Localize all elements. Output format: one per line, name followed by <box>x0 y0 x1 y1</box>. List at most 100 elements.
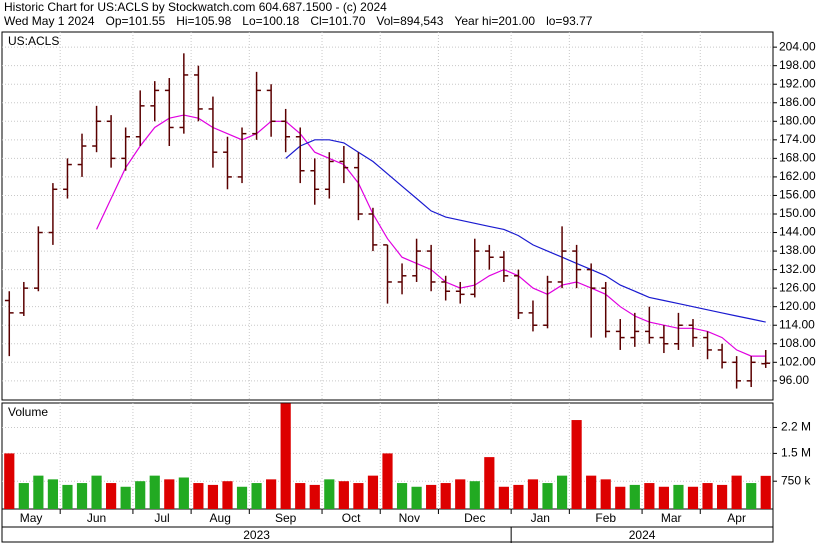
y-tick-label: 126.00 <box>779 280 816 294</box>
y-tick-label: 168.00 <box>779 151 816 165</box>
volume-bar <box>513 484 524 509</box>
volume-bar <box>266 479 277 509</box>
volume-bar <box>47 479 59 509</box>
volume-bar <box>600 479 611 509</box>
volume-bar <box>687 486 699 509</box>
volume-bar <box>382 453 393 509</box>
x-tick-label: Sep <box>275 511 297 525</box>
volume-bar <box>571 420 582 509</box>
y-tick-label: 192.00 <box>779 76 816 90</box>
quote-item: Year hi=201.00 <box>454 14 535 28</box>
quote-item: lo=93.77 <box>546 14 593 28</box>
volume-bar <box>236 486 248 509</box>
quote-item: Wed May 1 2024 <box>4 14 95 28</box>
x-tick-label: Jan <box>531 511 550 525</box>
volume-bar <box>760 475 771 509</box>
volume-bar <box>542 483 553 509</box>
volume-bar <box>673 484 684 509</box>
y-tick-label: 144.00 <box>779 225 816 239</box>
volume-bar <box>658 486 669 509</box>
x-tick-label: Jun <box>87 511 106 525</box>
chart-title: Historic Chart for US:ACLS by Stockwatch… <box>4 0 387 14</box>
year-label: 2023 <box>243 528 270 542</box>
quote-line: Wed May 1 2024 Op=101.55 Hi=105.98 Lo=100.1… <box>4 14 593 28</box>
volume-bar <box>498 486 509 509</box>
volume-bar <box>164 479 175 509</box>
volume-bar <box>106 483 117 509</box>
y-tick-label: 162.00 <box>779 169 816 183</box>
volume-bar <box>309 484 320 509</box>
volume-bar <box>629 484 640 509</box>
moving-average <box>285 139 766 323</box>
price-frame <box>1 31 774 401</box>
volume-bar <box>178 477 189 509</box>
x-tick-label: May <box>20 511 43 525</box>
volume-bar <box>76 483 88 509</box>
y-tick-label: 150.00 <box>779 206 816 220</box>
volume-bar <box>455 479 466 509</box>
year-label: 2024 <box>629 528 656 542</box>
volume-bar <box>440 483 451 509</box>
volume-bar <box>135 481 146 509</box>
volume-bar <box>120 486 131 509</box>
volume-bar <box>396 483 408 509</box>
y-tick-label: 180.00 <box>779 113 816 127</box>
volume-bar <box>615 486 626 509</box>
y-tick-label: 96.00 <box>779 373 809 387</box>
volume-bar <box>469 481 480 509</box>
volume-bar <box>746 483 757 509</box>
x-tick-label: Apr <box>727 511 746 525</box>
volume-tick-label: 750 k <box>781 473 811 487</box>
volume-tick-label: 1.5 M <box>781 446 811 460</box>
x-tick-label: Aug <box>210 511 231 525</box>
quote-item: Hi=105.98 <box>176 14 231 28</box>
x-tick-label: Oct <box>342 511 361 525</box>
y-tick-label: 120.00 <box>779 299 816 313</box>
volume-bar <box>353 483 364 509</box>
quote-item: Lo=100.18 <box>242 14 299 28</box>
volume-bar <box>367 475 379 509</box>
y-tick-label: 132.00 <box>779 262 816 276</box>
x-tick-label: Feb <box>595 511 616 525</box>
symbol-label: US:ACLS <box>8 34 59 48</box>
volume-tick-label: 2.2 M <box>781 420 811 434</box>
quote-item: Cl=101.70 <box>310 14 365 28</box>
volume-bar <box>586 475 597 509</box>
volume-bar <box>18 483 29 509</box>
y-tick-label: 198.00 <box>779 58 816 72</box>
quote-item: Vol=894,543 <box>376 14 443 28</box>
volume-bar <box>527 479 539 509</box>
y-tick-label: 108.00 <box>779 336 816 350</box>
volume-bar <box>716 484 728 509</box>
volume-bar <box>33 475 44 509</box>
y-tick-label: 156.00 <box>779 188 816 202</box>
volume-bar <box>295 483 306 509</box>
volume-bar <box>222 481 233 509</box>
volume-bar <box>4 453 15 509</box>
volume-bar <box>149 475 160 509</box>
volume-bar <box>702 483 713 509</box>
x-tick-label: Jul <box>154 511 169 525</box>
volume-bar <box>338 481 349 509</box>
x-tick-label: Dec <box>464 511 485 525</box>
volume-bar <box>280 403 291 509</box>
y-tick-label: 102.00 <box>779 354 816 368</box>
volume-label: Volume <box>8 405 48 419</box>
volume-bar <box>251 483 262 509</box>
volume-bar <box>411 486 422 509</box>
quote-item: Op=101.55 <box>106 14 166 28</box>
volume-bar <box>324 479 335 509</box>
volume-bar <box>644 483 655 509</box>
x-tick-label: Mar <box>661 511 682 525</box>
volume-bar <box>731 475 742 509</box>
volume-bar <box>426 484 437 509</box>
y-tick-label: 186.00 <box>779 95 816 109</box>
x-tick-label: Nov <box>399 511 420 525</box>
y-tick-label: 138.00 <box>779 243 816 257</box>
volume-bar <box>91 475 102 509</box>
volume-bar <box>207 484 219 509</box>
y-tick-label: 174.00 <box>779 132 816 146</box>
volume-bar <box>484 457 495 509</box>
